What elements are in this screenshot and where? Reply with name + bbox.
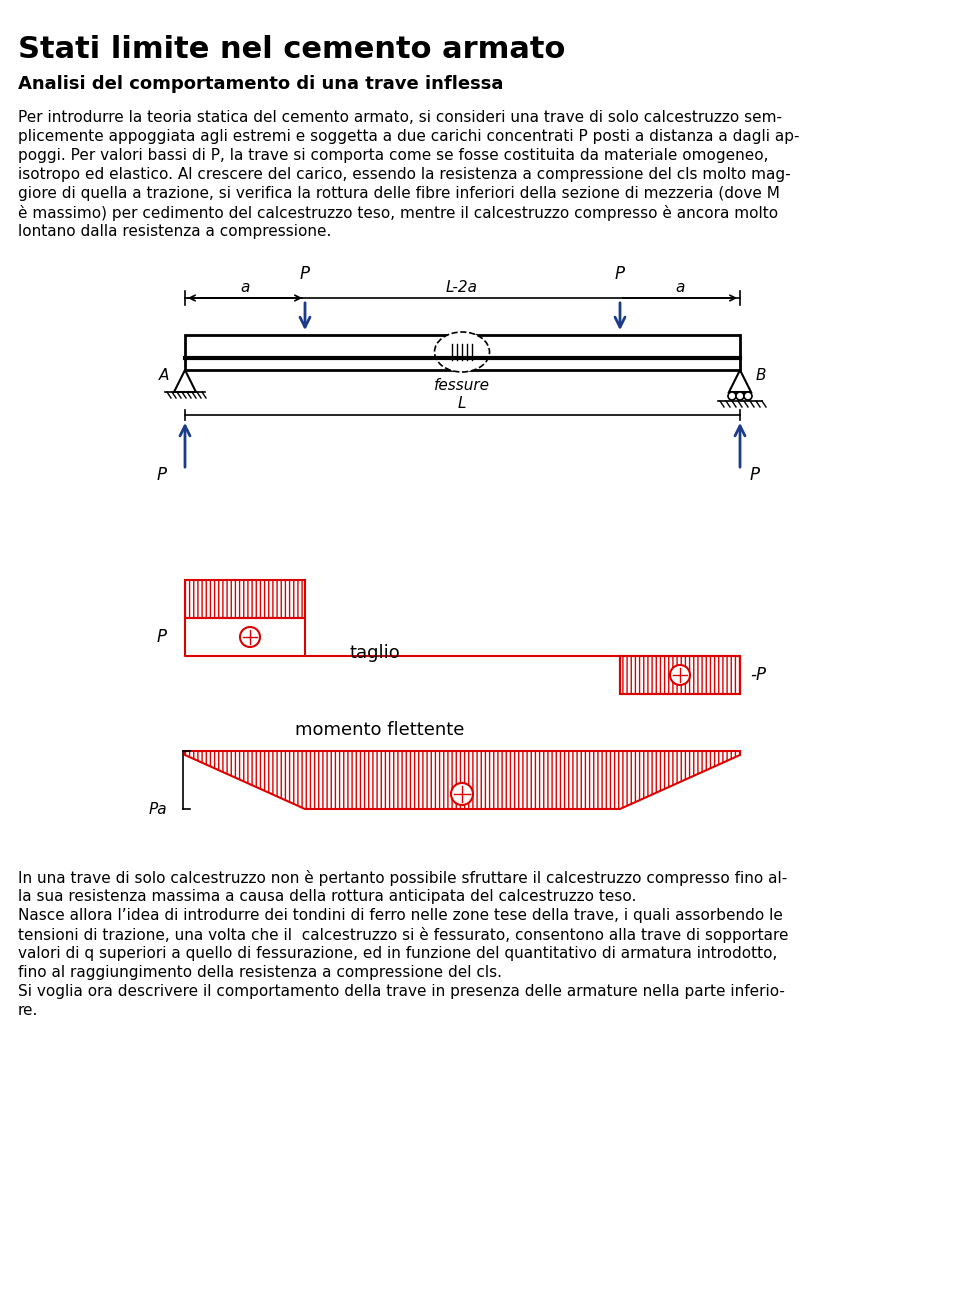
- Text: a: a: [675, 280, 684, 295]
- Circle shape: [240, 627, 260, 648]
- Text: tensioni di trazione, una volta che il  calcestruzzo si è fessurato, consentono : tensioni di trazione, una volta che il c…: [18, 928, 788, 943]
- Text: la sua resistenza massima a causa della rottura anticipata del calcestruzzo teso: la sua resistenza massima a causa della …: [18, 889, 636, 904]
- Text: re.: re.: [18, 1004, 38, 1018]
- Polygon shape: [185, 751, 740, 809]
- Text: P: P: [157, 466, 167, 484]
- Circle shape: [736, 392, 744, 400]
- Polygon shape: [174, 370, 196, 392]
- Text: Per introdurre la teoria statica del cemento armato, si consideri una trave di s: Per introdurre la teoria statica del cem…: [18, 110, 782, 125]
- Text: a: a: [240, 280, 250, 295]
- Text: poggi. Per valori bassi di P, la trave si comporta come se fosse costituita da m: poggi. Per valori bassi di P, la trave s…: [18, 148, 769, 163]
- Text: Stati limite nel cemento armato: Stati limite nel cemento armato: [18, 35, 565, 64]
- Text: Analisi del comportamento di una trave inflessa: Analisi del comportamento di una trave i…: [18, 75, 503, 93]
- Text: P: P: [300, 264, 310, 283]
- Text: è massimo) per cedimento del calcestruzzo teso, mentre il calcestruzzo compresso: è massimo) per cedimento del calcestruzz…: [18, 205, 779, 221]
- Text: lontano dalla resistenza a compressione.: lontano dalla resistenza a compressione.: [18, 224, 331, 239]
- Text: P: P: [157, 628, 167, 646]
- Circle shape: [670, 666, 690, 685]
- Text: P: P: [615, 264, 625, 283]
- Text: A: A: [158, 368, 169, 383]
- Ellipse shape: [435, 332, 490, 372]
- Text: isotropo ed elastico. Al crescere del carico, essendo la resistenza a compressio: isotropo ed elastico. Al crescere del ca…: [18, 166, 791, 182]
- Circle shape: [728, 392, 736, 400]
- Text: Pa: Pa: [149, 801, 167, 817]
- Text: P: P: [750, 466, 760, 484]
- Bar: [620, 657, 740, 694]
- Text: In una trave di solo calcestruzzo non è pertanto possibile sfruttare il calcestr: In una trave di solo calcestruzzo non è …: [18, 869, 787, 886]
- Circle shape: [451, 783, 473, 805]
- Text: B: B: [756, 368, 766, 383]
- Text: giore di quella a trazione, si verifica la rottura delle fibre inferiori della s: giore di quella a trazione, si verifica …: [18, 186, 780, 201]
- Text: plicemente appoggiata agli estremi e soggetta a due carichi concentrati P posti : plicemente appoggiata agli estremi e sog…: [18, 129, 800, 144]
- Text: fino al raggiungimento della resistenza a compressione del cls.: fino al raggiungimento della resistenza …: [18, 965, 502, 980]
- Circle shape: [744, 392, 752, 400]
- Text: L: L: [458, 396, 467, 412]
- Bar: [185, 335, 740, 370]
- Text: -P: -P: [750, 666, 766, 684]
- Text: taglio: taglio: [350, 644, 400, 662]
- Polygon shape: [729, 370, 751, 392]
- Text: Si voglia ora descrivere il comportamento della trave in presenza delle armature: Si voglia ora descrivere il comportament…: [18, 984, 785, 998]
- Text: valori di q superiori a quello di fessurazione, ed in funzione del quantitativo : valori di q superiori a quello di fessur…: [18, 946, 778, 961]
- Text: Nasce allora l’idea di introdurre dei tondini di ferro nelle zone tese della tra: Nasce allora l’idea di introdurre dei to…: [18, 908, 782, 924]
- Bar: [185, 580, 305, 618]
- Text: momento flettente: momento flettente: [296, 721, 465, 739]
- Text: fessure: fessure: [434, 378, 490, 393]
- Text: L-2a: L-2a: [446, 280, 478, 295]
